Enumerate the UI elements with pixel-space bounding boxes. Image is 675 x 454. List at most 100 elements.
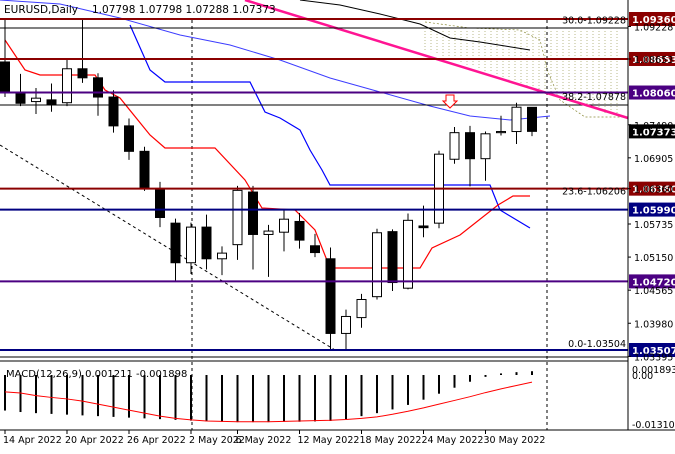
candle[interactable] xyxy=(139,146,150,191)
candle[interactable] xyxy=(93,73,103,116)
fib-label: 23.6-1.06206 xyxy=(562,186,626,197)
candle-body-bearish xyxy=(124,125,134,152)
level-price-label: 1.09360 xyxy=(632,15,675,26)
time-tick-label: 14 Apr 2022 xyxy=(3,435,62,446)
candle-body-bullish xyxy=(279,218,289,233)
symbol-timeframe: EURUSD,Daily xyxy=(4,4,78,16)
candle[interactable] xyxy=(341,309,351,351)
candle-body-bullish xyxy=(186,226,196,264)
time-tick-label: 30 May 2022 xyxy=(484,435,546,446)
candle[interactable] xyxy=(356,293,367,328)
level-price-tag xyxy=(629,51,675,66)
level-price-label: 1.08653 xyxy=(632,55,675,66)
price-tick-label: 1.05150 xyxy=(634,253,673,264)
candle[interactable] xyxy=(480,131,491,181)
candle[interactable] xyxy=(294,212,305,249)
macd-signal-line xyxy=(4,381,533,423)
candle[interactable] xyxy=(124,118,134,160)
candle[interactable] xyxy=(232,185,243,260)
candle-body-bullish xyxy=(263,230,274,235)
candle-body-bullish xyxy=(496,131,506,134)
candle[interactable] xyxy=(465,125,475,187)
candle[interactable] xyxy=(496,115,506,136)
candle-body-bearish xyxy=(15,92,26,104)
candle[interactable] xyxy=(372,228,382,300)
candle[interactable] xyxy=(325,247,336,351)
price-tick-label: 1.03980 xyxy=(634,319,673,330)
candle-body-bearish xyxy=(310,245,320,254)
time-tick-label: 24 May 2022 xyxy=(422,435,484,446)
candle-body-bearish xyxy=(294,220,305,241)
time-tick-label: 18 May 2022 xyxy=(360,435,422,446)
fib-label: 30.0-1.09228 xyxy=(562,15,626,26)
candle-body-bearish xyxy=(0,61,10,94)
candle[interactable] xyxy=(418,205,429,238)
candle-body-bullish xyxy=(480,133,491,160)
candle[interactable] xyxy=(263,224,274,277)
time-tick-label: 20 Apr 2022 xyxy=(65,435,124,446)
level-price-tag xyxy=(629,181,675,196)
price-tick-label: 1.05735 xyxy=(634,220,673,231)
candle[interactable] xyxy=(170,218,181,281)
candle-body-bearish xyxy=(201,226,212,260)
level-price-tag xyxy=(629,85,675,100)
candle[interactable] xyxy=(279,209,289,252)
price-tick-label: 1.08653 xyxy=(634,55,673,66)
level-price-label: 1.08060 xyxy=(632,89,675,100)
candle[interactable] xyxy=(77,19,88,83)
candle-body-bearish xyxy=(93,77,103,98)
price-tick-label: 1.03395 xyxy=(634,352,673,363)
candle-body-bullish xyxy=(232,189,243,246)
candle-body-bearish xyxy=(170,222,181,264)
candle[interactable] xyxy=(108,90,119,133)
candle-body-bearish xyxy=(387,231,398,284)
ma-blue-line xyxy=(0,0,551,121)
candle[interactable] xyxy=(248,185,258,270)
candle-body-bullish xyxy=(449,132,460,160)
level-price-tag xyxy=(629,343,675,357)
candle-body-bullish xyxy=(62,68,72,104)
macd-axis-label: -0.013102 xyxy=(632,420,675,431)
candle[interactable] xyxy=(201,214,212,270)
candle[interactable] xyxy=(449,127,460,164)
candle[interactable] xyxy=(62,59,72,107)
candle-body-bullish xyxy=(356,298,367,319)
time-tick-label: 2 May 2022 xyxy=(189,435,245,446)
level-price-tag xyxy=(629,202,675,217)
candle[interactable] xyxy=(186,222,196,275)
level-price-tag xyxy=(629,12,675,26)
candle-body-bullish xyxy=(341,315,351,334)
candle-body-bullish xyxy=(372,232,382,298)
kijun-line xyxy=(129,24,531,229)
candle[interactable] xyxy=(403,213,413,290)
level-price-label: 1.06360 xyxy=(632,185,675,196)
macd-label: MACD(12,26,9) 0.001211 -0.001898 xyxy=(6,369,187,380)
candle-body-bullish xyxy=(31,97,41,103)
time-tick-label: 26 Apr 2022 xyxy=(127,435,186,446)
time-tick-label: 12 May 2022 xyxy=(298,435,360,446)
candle-body-bearish xyxy=(248,191,258,235)
candle[interactable] xyxy=(527,106,537,137)
candle-body-bearish xyxy=(527,106,537,132)
candle-body-bearish xyxy=(77,68,88,79)
candle-body-bullish xyxy=(403,219,413,289)
current-price-label: 1.07373 xyxy=(632,127,675,138)
candle[interactable] xyxy=(217,246,227,276)
level-price-tag xyxy=(629,274,675,289)
macd-axis-label: 0.001893 xyxy=(632,365,675,376)
candle-body-bearish xyxy=(325,258,336,334)
ma-black-line xyxy=(299,0,531,51)
level-price-label: 1.05990 xyxy=(632,206,675,217)
price-tick-label: 1.07490 xyxy=(634,121,673,132)
candle[interactable] xyxy=(511,102,522,144)
candle[interactable] xyxy=(46,83,57,112)
fib-label: 0.0-1.03504 xyxy=(568,339,626,350)
candle[interactable] xyxy=(310,233,320,258)
down-arrow-icon xyxy=(441,94,459,109)
price-tick-label: 1.09228 xyxy=(634,22,673,33)
candle-body-bearish xyxy=(155,189,165,218)
candle-body-bearish xyxy=(108,96,119,127)
